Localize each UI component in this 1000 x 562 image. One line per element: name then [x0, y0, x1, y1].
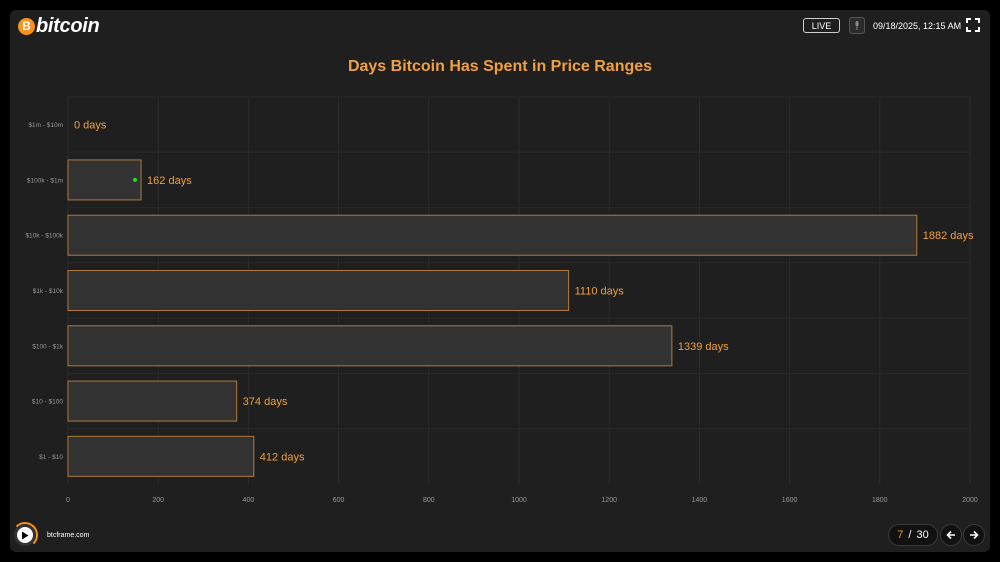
fullscreen-button[interactable] — [966, 18, 980, 32]
x-tick-label: 0 — [66, 497, 70, 504]
y-tick-label: $100 - $1k — [32, 343, 63, 350]
page-indicator: 7 / 30 — [888, 524, 938, 546]
bar-value-label: 374 days — [243, 396, 288, 408]
bar-value-label: 1882 days — [923, 230, 974, 242]
datetime: 09/18/2025, 12:15 AM — [873, 21, 962, 31]
y-tick-label: $1 - $10 — [39, 454, 63, 461]
x-tick-label: 1400 — [692, 497, 708, 504]
x-tick-label: 1200 — [601, 497, 617, 504]
next-button[interactable] — [963, 524, 985, 546]
x-tick-label: 200 — [152, 497, 164, 504]
y-tick-label: $100k - $1m — [27, 177, 63, 184]
bar — [67, 270, 570, 311]
app-frame: B bitcoin LIVE 09/18/2025, 12:15 AM Days… — [10, 10, 990, 552]
bar-value-label: 1339 days — [678, 341, 729, 353]
x-tick-label: 2000 — [962, 497, 978, 504]
bar — [67, 159, 142, 201]
bar-value-label: 162 days — [147, 175, 192, 187]
page-separator: / — [908, 529, 912, 541]
mic-icon — [855, 21, 859, 30]
play-icon — [22, 531, 29, 539]
live-button[interactable]: LIVE — [803, 18, 840, 33]
previous-button[interactable] — [940, 524, 962, 546]
bitcoin-logo-icon: B — [18, 17, 35, 35]
page-current: 7 — [897, 529, 904, 541]
arrow-right-icon — [970, 530, 979, 540]
y-tick-label: $1m - $10m — [28, 122, 63, 129]
mic-button[interactable] — [849, 17, 865, 34]
bar-value-label: 1110 days — [575, 286, 625, 298]
brand-name: bitcoin — [36, 14, 100, 37]
fullscreen-icon — [966, 18, 980, 32]
page-total: 30 — [916, 529, 929, 541]
x-tick-label: 800 — [423, 497, 435, 504]
bar-value-label: 0 days — [74, 120, 107, 132]
x-tick-label: 1000 — [511, 497, 527, 504]
y-tick-label: $10 - $100 — [32, 399, 63, 406]
x-tick-label: 600 — [333, 497, 345, 504]
arrow-left-icon — [946, 530, 955, 540]
bar — [67, 214, 918, 256]
x-tick-label: 400 — [243, 497, 255, 504]
bar-value-label: 412 days — [260, 451, 305, 463]
bitcoin-logo: B bitcoin — [18, 14, 100, 37]
y-tick-label: $10k - $100k — [25, 233, 63, 240]
site-url: btcframe.com — [47, 532, 90, 539]
y-tick-label: $1k - $10k — [33, 288, 64, 295]
autoplay-progress-ring — [12, 522, 38, 548]
play-button[interactable] — [14, 524, 36, 546]
x-tick-label: 1800 — [872, 497, 888, 504]
current-price-marker — [133, 177, 138, 182]
bar — [67, 380, 238, 422]
bar — [67, 435, 255, 477]
chart-title: Days Bitcoin Has Spent in Price Ranges — [347, 58, 653, 75]
bar-chart: 0 200 400 600 800 1000 1200 1400 1600 1800 2000 $1m… — [25, 96, 978, 504]
bar — [67, 325, 673, 367]
x-tick-label: 1600 — [782, 497, 798, 504]
